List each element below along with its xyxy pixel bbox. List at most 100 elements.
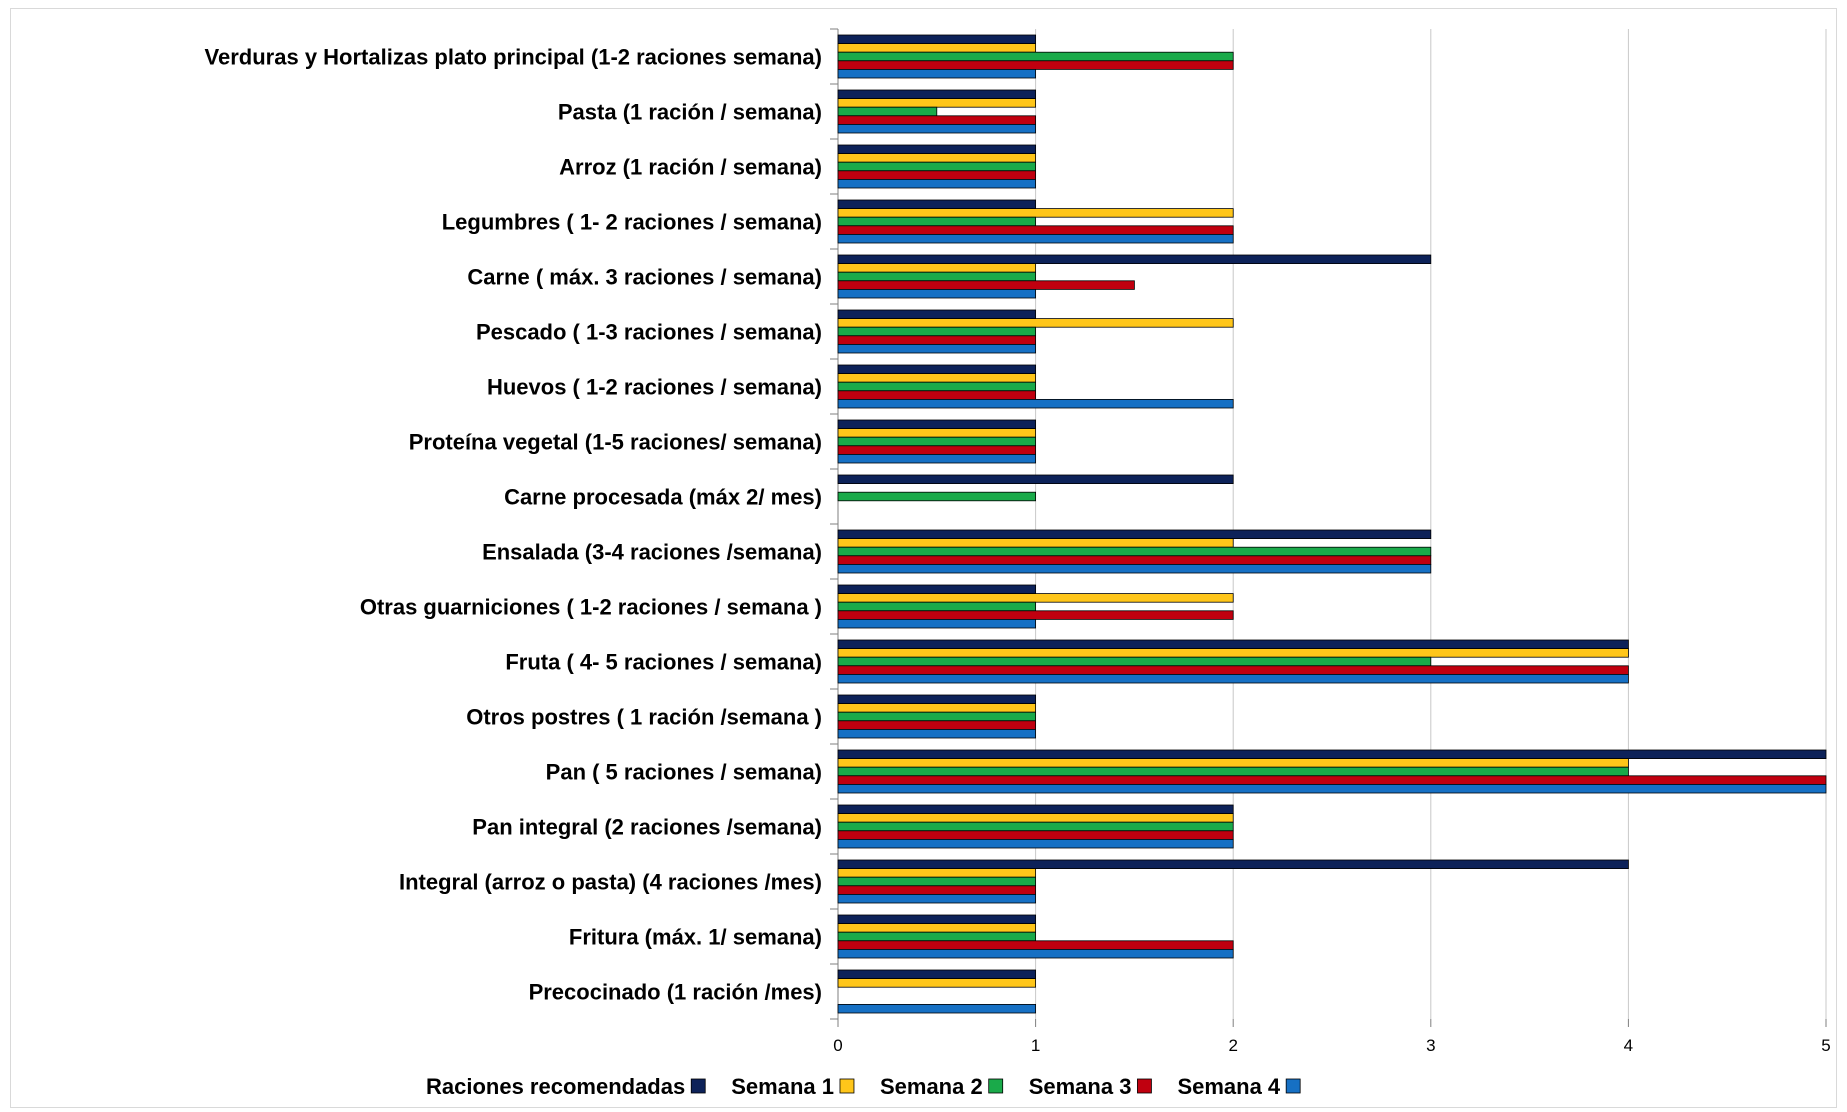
bar xyxy=(837,839,1234,849)
category-label: Fritura (máx. 1/ semana) xyxy=(569,925,822,950)
category-label: Pescado ( 1-3 raciones / semana) xyxy=(476,320,822,345)
bar xyxy=(837,784,1827,794)
bar xyxy=(837,894,1037,904)
bar xyxy=(837,216,1037,227)
bar xyxy=(837,610,1234,620)
legend-swatch xyxy=(1285,1078,1301,1094)
bar xyxy=(837,931,1037,942)
bar xyxy=(837,529,1432,540)
bar xyxy=(837,445,1037,455)
bar xyxy=(837,254,1432,265)
category-label: Pasta (1 ración / semana) xyxy=(558,100,822,125)
bar xyxy=(837,398,1234,409)
bar xyxy=(837,115,1037,125)
bar xyxy=(837,491,1037,502)
bar xyxy=(837,914,1037,925)
bar xyxy=(837,821,1234,832)
bar xyxy=(837,813,1234,823)
bar xyxy=(837,656,1432,667)
bar xyxy=(837,804,1234,815)
bar xyxy=(837,436,1037,447)
bar xyxy=(837,720,1037,730)
bar xyxy=(837,318,1234,328)
bar xyxy=(837,978,1037,988)
bar xyxy=(837,639,1629,650)
bar xyxy=(837,34,1037,45)
category-label: Huevos ( 1-2 raciones / semana) xyxy=(487,375,822,400)
bar xyxy=(837,225,1234,235)
bar xyxy=(837,969,1037,980)
category-label: Legumbres ( 1- 2 raciones / semana) xyxy=(442,210,822,235)
category-label: Otros postres ( 1 ración /semana ) xyxy=(466,705,822,730)
bar xyxy=(837,233,1234,244)
bar xyxy=(837,326,1037,337)
category-label: Integral (arroz o pasta) (4 raciones /me… xyxy=(399,870,822,895)
legend-swatch xyxy=(839,1078,855,1094)
x-tick-label: 1 xyxy=(1031,1036,1040,1055)
bar xyxy=(837,89,1037,100)
bar xyxy=(837,749,1827,760)
category-label: Pan integral (2 raciones /semana) xyxy=(472,815,822,840)
bar xyxy=(837,144,1037,155)
category-label: Pan ( 5 raciones / semana) xyxy=(546,760,822,785)
bar xyxy=(837,280,1135,290)
bar xyxy=(837,766,1629,777)
bar xyxy=(837,208,1234,218)
bar xyxy=(837,199,1037,210)
bar xyxy=(837,271,1037,282)
grid-lines xyxy=(830,28,1827,1027)
bar xyxy=(837,830,1234,840)
chart-frame: Verduras y Hortalizas plato principal (1… xyxy=(10,8,1837,1108)
bar xyxy=(837,601,1037,612)
legend-swatch xyxy=(988,1078,1004,1094)
x-tick-labels: 0 1 2 3 4 5 xyxy=(833,1036,1830,1055)
bar xyxy=(837,885,1037,895)
legend-swatch xyxy=(1137,1078,1152,1094)
bar xyxy=(837,51,1234,62)
bar xyxy=(837,153,1037,163)
category-label: Carne ( máx. 3 raciones / semana) xyxy=(467,265,822,290)
category-label: Verduras y Hortalizas plato principal (1… xyxy=(205,45,822,70)
legend-label: Raciones recomendadas xyxy=(426,1074,685,1099)
bar xyxy=(837,98,1037,108)
bar xyxy=(837,555,1432,565)
bar xyxy=(837,335,1037,345)
x-tick-label: 2 xyxy=(1228,1036,1237,1055)
bar xyxy=(837,876,1037,887)
bar xyxy=(837,390,1037,400)
legend-label: Semana 4 xyxy=(1177,1074,1280,1099)
legend: Raciones recomendadas Semana 1 Semana 2 Sem… xyxy=(426,1074,1301,1099)
bar xyxy=(837,694,1037,705)
bar xyxy=(837,343,1037,354)
bar xyxy=(837,564,1432,574)
bar xyxy=(837,619,1037,629)
x-tick-label: 5 xyxy=(1821,1036,1830,1055)
legend-swatch xyxy=(690,1078,706,1094)
bar xyxy=(837,940,1234,950)
x-tick-label: 4 xyxy=(1624,1036,1633,1055)
bar xyxy=(837,453,1037,464)
bar xyxy=(837,674,1629,684)
bar xyxy=(837,419,1037,430)
bar xyxy=(837,665,1629,675)
bar xyxy=(837,69,1037,79)
bar xyxy=(837,711,1037,722)
x-tick-label: 0 xyxy=(833,1036,842,1055)
bar xyxy=(837,373,1037,383)
bar xyxy=(837,288,1037,299)
bar xyxy=(837,124,1037,134)
bar xyxy=(837,923,1037,933)
bar xyxy=(837,758,1629,768)
bar xyxy=(837,1004,1037,1014)
bar xyxy=(837,381,1037,392)
category-labels: Verduras y Hortalizas plato principal (1… xyxy=(205,45,822,1005)
legend-label: Semana 2 xyxy=(880,1074,983,1099)
category-label: Precocinado (1 ración /mes) xyxy=(529,980,822,1005)
bar xyxy=(837,60,1234,70)
bar xyxy=(837,474,1234,485)
category-label: Carne procesada (máx 2/ mes) xyxy=(504,485,822,510)
bar xyxy=(837,309,1037,320)
bar xyxy=(837,161,1037,172)
bar xyxy=(837,775,1827,785)
bar xyxy=(837,859,1629,870)
